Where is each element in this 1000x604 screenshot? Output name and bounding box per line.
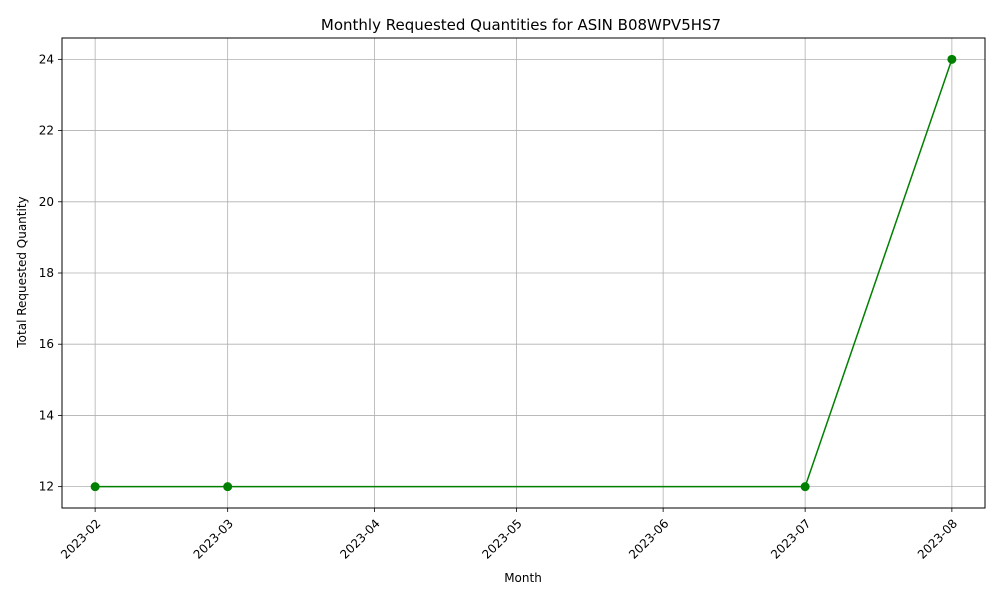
y-tick-label: 24 [39, 52, 54, 66]
data-point [947, 54, 957, 64]
y-tick-label: 20 [39, 195, 54, 209]
y-axis-ticks: 12 14 16 18 20 22 24 [39, 52, 62, 494]
y-tick-label: 12 [39, 480, 54, 494]
series-layer [90, 54, 957, 492]
data-point [800, 482, 810, 492]
data-point [90, 482, 100, 492]
y-tick-label: 18 [39, 266, 54, 280]
x-axis-label: Month [504, 571, 542, 585]
grid-lines [62, 38, 985, 508]
y-tick-label: 14 [39, 408, 54, 422]
y-axis-label: Total Requested Quantity [15, 196, 29, 348]
chart-title: Monthly Requested Quantities for ASIN B0… [321, 16, 721, 34]
series-line [95, 59, 953, 488]
y-tick-label: 22 [39, 124, 54, 138]
y-tick-label: 16 [39, 337, 54, 351]
data-point [223, 482, 233, 492]
